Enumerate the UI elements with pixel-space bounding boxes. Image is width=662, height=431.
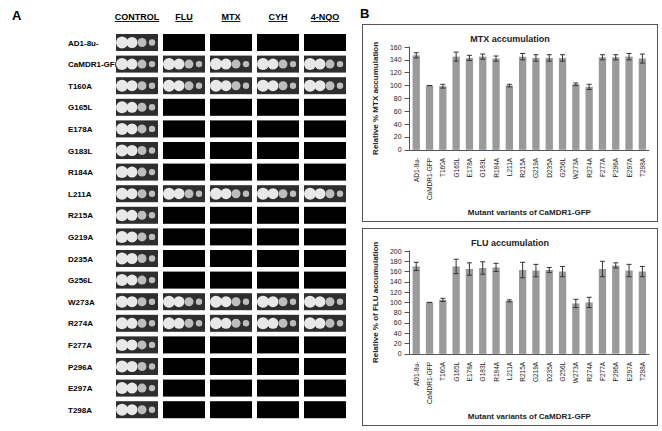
svg-text:R215A: R215A	[519, 361, 526, 382]
svg-text:F277A: F277A	[599, 361, 606, 381]
svg-text:160: 160	[390, 44, 402, 51]
svg-text:140: 140	[390, 278, 402, 285]
svg-text:FLU: FLU	[175, 12, 193, 22]
svg-text:4-NQO: 4-NQO	[311, 12, 340, 22]
svg-text:G183L: G183L	[479, 157, 486, 177]
svg-text:W273A: W273A	[68, 298, 95, 307]
svg-text:200: 200	[390, 248, 402, 255]
svg-text:80: 80	[394, 309, 402, 316]
svg-text:G219A: G219A	[532, 157, 539, 178]
svg-text:G219A: G219A	[532, 361, 539, 382]
svg-text:E178A: E178A	[466, 157, 473, 177]
svg-text:E178A: E178A	[68, 125, 93, 134]
svg-text:CaMDR1-GFP: CaMDR1-GFP	[426, 362, 433, 404]
svg-text:E178A: E178A	[466, 361, 473, 381]
svg-text:E297A: E297A	[626, 361, 633, 381]
svg-text:R274A: R274A	[586, 361, 593, 382]
svg-text:A: A	[12, 8, 22, 23]
svg-text:D235A: D235A	[546, 361, 553, 382]
svg-text:R274A: R274A	[586, 157, 593, 178]
html-text:B: B	[360, 6, 370, 21]
svg-text:80: 80	[394, 95, 402, 102]
svg-text:R184A: R184A	[493, 361, 500, 382]
svg-text:G165L: G165L	[453, 361, 460, 381]
svg-text:Relative % of FLU accumulation: Relative % of FLU accumulation	[371, 242, 380, 363]
svg-text:40: 40	[394, 330, 402, 337]
svg-text:E297A: E297A	[626, 157, 633, 177]
svg-text:160: 160	[390, 268, 402, 275]
svg-text:R274A: R274A	[68, 319, 93, 328]
svg-text:100: 100	[390, 299, 402, 306]
svg-text:W273A: W273A	[572, 157, 579, 179]
svg-text:D235A: D235A	[68, 255, 93, 264]
svg-text:L211A: L211A	[506, 157, 513, 176]
svg-text:T160A: T160A	[68, 82, 92, 91]
svg-text:AD1-8u-: AD1-8u-	[68, 39, 99, 48]
svg-text:CONTROL: CONTROL	[115, 12, 160, 22]
svg-text:Mutant variants of CaMDR1-GFP: Mutant variants of CaMDR1-GFP	[468, 412, 592, 421]
svg-text:Relative % MTX accumulation: Relative % MTX accumulation	[371, 42, 380, 155]
svg-text:T298A: T298A	[68, 406, 92, 415]
svg-text:T298A: T298A	[639, 157, 646, 177]
svg-text:AD1-8u-: AD1-8u-	[413, 158, 420, 182]
svg-text:L211A: L211A	[506, 361, 513, 380]
svg-text:180: 180	[390, 258, 402, 265]
svg-text:R184A: R184A	[68, 168, 93, 177]
svg-text:FLU accumulation: FLU accumulation	[471, 238, 549, 248]
svg-text:P296A: P296A	[612, 157, 619, 177]
svg-text:0: 0	[398, 350, 402, 357]
svg-text:E297A: E297A	[68, 384, 93, 393]
svg-text:R215A: R215A	[68, 211, 93, 220]
svg-text:20: 20	[394, 340, 402, 347]
svg-text:CaMDR1-GFP: CaMDR1-GFP	[426, 158, 433, 200]
svg-text:0: 0	[398, 146, 402, 153]
svg-text:60: 60	[394, 319, 402, 326]
svg-text:Mutant variants of CaMDR1-GFP: Mutant variants of CaMDR1-GFP	[468, 208, 592, 217]
svg-text:MTX: MTX	[222, 12, 241, 22]
svg-text:20: 20	[394, 133, 402, 140]
svg-text:T160A: T160A	[439, 157, 446, 177]
svg-text:120: 120	[390, 289, 402, 296]
svg-text:P296A: P296A	[612, 361, 619, 381]
svg-text:140: 140	[390, 56, 402, 63]
svg-text:L211A: L211A	[68, 190, 92, 199]
svg-text:120: 120	[390, 69, 402, 76]
svg-text:100: 100	[390, 82, 402, 89]
svg-text:F277A: F277A	[68, 341, 92, 350]
svg-text:60: 60	[394, 108, 402, 115]
svg-text:W273A: W273A	[572, 361, 579, 383]
svg-text:G165L: G165L	[453, 157, 460, 177]
svg-text:CYH: CYH	[268, 12, 287, 22]
svg-text:40: 40	[394, 121, 402, 128]
svg-text:D235A: D235A	[546, 157, 553, 178]
svg-text:G256L: G256L	[559, 157, 566, 177]
svg-text:G183L: G183L	[479, 361, 486, 381]
svg-text:T160A: T160A	[439, 361, 446, 381]
svg-text:P296A: P296A	[68, 363, 93, 372]
svg-text:F277A: F277A	[599, 157, 606, 177]
svg-text:G165L: G165L	[68, 103, 93, 112]
svg-text:R184A: R184A	[493, 157, 500, 178]
svg-text:MTX accumulation: MTX accumulation	[470, 34, 550, 44]
svg-text:G183L: G183L	[68, 147, 93, 156]
svg-text:AD1-8u-: AD1-8u-	[413, 362, 420, 386]
svg-text:CaMDR1-GFP: CaMDR1-GFP	[68, 60, 121, 69]
svg-text:G256L: G256L	[559, 361, 566, 381]
svg-text:T298A: T298A	[639, 361, 646, 381]
svg-text:G219A: G219A	[68, 233, 94, 242]
svg-text:G256L: G256L	[68, 276, 93, 285]
svg-text:R215A: R215A	[519, 157, 526, 178]
